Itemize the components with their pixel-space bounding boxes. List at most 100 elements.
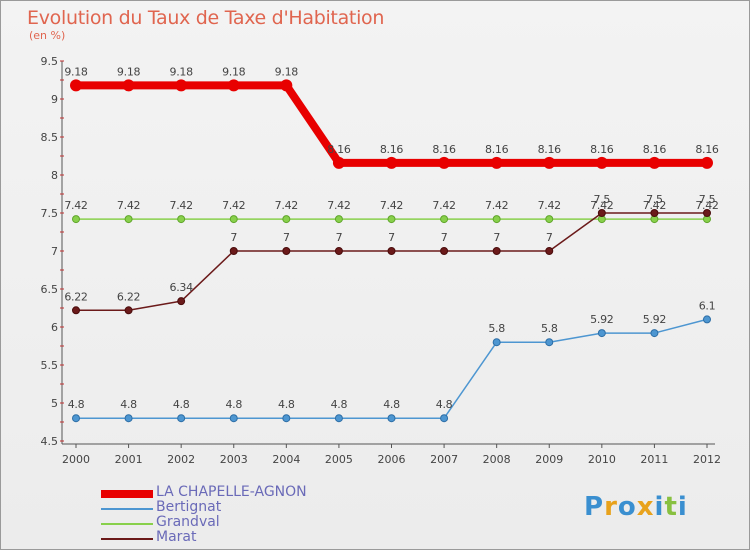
data-point: [229, 215, 238, 224]
data-point: [229, 414, 238, 423]
data-point: [648, 156, 661, 169]
data-label: 8.16: [485, 143, 509, 156]
legend-label: Marat: [156, 529, 197, 545]
data-label: 7: [388, 231, 395, 244]
data-point: [650, 329, 659, 338]
data-label: 7: [493, 231, 500, 244]
data-point: [387, 414, 396, 423]
data-point: [227, 79, 240, 92]
data-point: [597, 329, 606, 338]
data-label: 7.42: [432, 199, 455, 212]
data-label: 7.42: [695, 199, 718, 212]
data-point: [177, 414, 186, 423]
data-point: [124, 215, 133, 224]
series-line: [75, 212, 708, 312]
data-label: 7.42: [643, 199, 666, 212]
data-label: 7.42: [64, 199, 87, 212]
data-label: 8.16: [643, 143, 667, 156]
data-label: 7.42: [222, 199, 245, 212]
data-point: [492, 338, 501, 347]
data-label: 7: [283, 231, 290, 244]
y-tick-label: 4.5: [41, 435, 59, 448]
data-label: 9.18: [170, 65, 194, 78]
data-point: [124, 414, 133, 423]
data-label: 8.16: [327, 143, 351, 156]
data-label: 4.8: [225, 398, 242, 411]
data-point: [72, 306, 80, 315]
data-point: [334, 215, 343, 224]
data-point: [385, 156, 398, 169]
data-point: [490, 156, 503, 169]
legend-label: Grandval: [156, 514, 220, 530]
data-label: 8.16: [695, 143, 719, 156]
data-point: [701, 156, 713, 169]
data-point: [332, 156, 345, 169]
data-label: 5.8: [488, 322, 505, 335]
data-point: [650, 209, 659, 217]
data-label: 7.42: [327, 199, 350, 212]
data-label: 4.8: [120, 398, 137, 411]
data-point: [280, 79, 293, 92]
data-label: 8.16: [380, 143, 404, 156]
x-tick-label: 2010: [588, 453, 616, 466]
data-point: [334, 247, 343, 255]
data-point: [440, 414, 449, 423]
x-tick-label: 2007: [430, 453, 458, 466]
data-point: [440, 215, 449, 224]
x-tick-label: 2003: [220, 453, 248, 466]
data-label: 5.92: [643, 313, 666, 326]
data-point: [492, 247, 501, 255]
x-tick-label: 2009: [535, 453, 563, 466]
data-label: 5.92: [590, 313, 613, 326]
data-label: 4.8: [278, 398, 295, 411]
y-tick-label: 5: [51, 397, 58, 410]
data-point: [72, 215, 80, 224]
data-label: 6.34: [170, 281, 194, 294]
chart-subtitle: (en %): [29, 29, 66, 42]
data-point: [122, 79, 135, 92]
data-point: [595, 156, 608, 169]
data-point: [703, 209, 711, 217]
data-point: [492, 215, 501, 224]
data-label: 8.16: [538, 143, 562, 156]
x-tick-label: 2001: [115, 453, 143, 466]
data-label: 9.18: [64, 65, 88, 78]
data-label: 4.8: [173, 398, 190, 411]
data-point: [545, 247, 554, 255]
legend-label: LA CHAPELLE-AGNON: [156, 484, 307, 500]
x-tick-label: 2000: [62, 453, 90, 466]
data-label: 7.42: [590, 199, 613, 212]
y-tick-label: 8: [51, 169, 58, 182]
data-label: 4.8: [436, 398, 453, 411]
data-label: 7.5: [646, 193, 663, 206]
data-label: 5.8: [541, 322, 558, 335]
data-label: 4.8: [383, 398, 400, 411]
proxiti-logo: Proxiti: [584, 492, 688, 522]
data-label: 6.22: [64, 290, 87, 303]
data-point: [438, 156, 451, 169]
data-point: [334, 414, 343, 423]
data-point: [597, 209, 606, 217]
y-tick-label: 7.5: [41, 207, 59, 220]
data-label: 7.5: [594, 193, 611, 206]
x-tick-label: 2006: [378, 453, 406, 466]
x-tick-label: 2004: [272, 453, 300, 466]
data-label: 7.5: [699, 193, 716, 206]
y-tick-label: 7: [51, 245, 58, 258]
y-tick-label: 9: [51, 93, 58, 106]
data-label: 7: [336, 231, 343, 244]
legend-label: Bertignat: [156, 499, 222, 515]
chart-title: Evolution du Taux de Taxe d'Habitation: [27, 7, 385, 29]
data-point: [229, 247, 238, 255]
x-tick-label: 2012: [693, 453, 721, 466]
data-label: 7.42: [170, 199, 193, 212]
data-point: [177, 297, 186, 306]
data-label: 8.16: [590, 143, 614, 156]
data-point: [282, 247, 291, 255]
y-tick-label: 9.5: [41, 55, 59, 68]
data-point: [703, 315, 711, 324]
data-label: 7.42: [538, 199, 561, 212]
x-tick-label: 2002: [167, 453, 195, 466]
